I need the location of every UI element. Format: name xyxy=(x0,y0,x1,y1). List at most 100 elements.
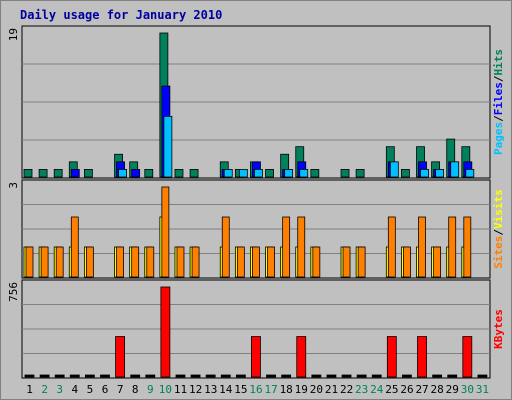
bar-sites-day-7 xyxy=(116,246,124,278)
bar-files-day-8 xyxy=(131,169,141,178)
x-tick-label-11: 11 xyxy=(174,383,187,396)
bar-kbytes-day-19 xyxy=(296,336,307,378)
bar-sites-day-9 xyxy=(146,246,155,278)
bar-kbytes-day-4 xyxy=(69,374,80,378)
x-tick-label-24: 24 xyxy=(370,383,384,396)
bar-kbytes-day-3 xyxy=(54,374,65,378)
bar-hits-day-26 xyxy=(401,169,410,178)
bar-hits-day-17 xyxy=(265,169,274,178)
x-tick-label-18: 18 xyxy=(280,383,293,396)
bar-kbytes-day-10 xyxy=(160,286,171,378)
bar-kbytes-day-18 xyxy=(281,374,292,378)
bar-hits-day-20 xyxy=(310,169,320,178)
bar-kbytes-day-7 xyxy=(115,336,125,378)
bar-kbytes-day-2 xyxy=(39,374,50,378)
panel-kbytes: 756 KBytes xyxy=(7,279,505,379)
bar-kbytes-day-25 xyxy=(386,336,397,378)
bar-sites-day-5 xyxy=(85,246,94,278)
x-tick-label-8: 8 xyxy=(132,383,139,396)
bar-hits-day-11 xyxy=(174,169,184,178)
bar-sites-day-14 xyxy=(221,216,230,278)
bar-pages-day-14 xyxy=(223,169,233,178)
y-max-label: 756 xyxy=(7,282,20,302)
bar-kbytes-day-12 xyxy=(190,374,201,378)
bar-sites-day-30 xyxy=(463,216,472,278)
bar-pages-day-29 xyxy=(450,161,460,178)
bar-kbytes-day-26 xyxy=(402,374,412,378)
chart-title: Daily usage for January 2010 xyxy=(20,8,222,22)
x-tick-label-15: 15 xyxy=(234,383,247,396)
x-tick-label-16: 16 xyxy=(249,383,262,396)
y-max-label: 19 xyxy=(7,28,20,41)
axis-label-part: Files xyxy=(492,82,505,115)
bar-sites-day-12 xyxy=(191,246,200,278)
bar-sites-day-23 xyxy=(357,246,366,278)
axis-label-kbytes: KBytes xyxy=(492,309,505,349)
bar-sites-day-11 xyxy=(176,246,185,278)
axis-label-hits-files-pages: Pages/Files/Hits xyxy=(492,49,505,155)
x-tick-label-4: 4 xyxy=(72,383,79,396)
panel-visits-sites: 3 Sites/Visits xyxy=(7,179,505,279)
x-tick-label-14: 14 xyxy=(219,383,233,396)
bar-kbytes-day-16 xyxy=(251,336,261,378)
bar-kbytes-day-24 xyxy=(371,374,382,378)
x-tick-label-23: 23 xyxy=(355,383,368,396)
x-tick-label-10: 10 xyxy=(159,383,172,396)
axis-label-visits-sites: Sites/Visits xyxy=(492,189,505,269)
bar-hits-day-23 xyxy=(355,169,365,178)
bar-kbytes-day-23 xyxy=(356,374,367,378)
x-tick-label-25: 25 xyxy=(385,383,398,396)
x-tick-label-17: 17 xyxy=(264,383,277,396)
x-tick-label-22: 22 xyxy=(340,383,353,396)
axis-label-part: Hits xyxy=(492,49,505,76)
bar-pages-day-27 xyxy=(420,169,429,178)
x-tick-label-28: 28 xyxy=(431,383,444,396)
x-tick-label-7: 7 xyxy=(117,383,124,396)
bar-pages-day-7 xyxy=(118,169,127,178)
x-tick-label-27: 27 xyxy=(415,383,428,396)
bar-kbytes-day-6 xyxy=(100,374,110,378)
bar-sites-day-2 xyxy=(40,246,49,278)
bar-pages-day-16 xyxy=(254,169,263,178)
x-tick-label-1: 1 xyxy=(26,383,33,396)
bar-kbytes-day-29 xyxy=(447,374,458,378)
x-tick-label-12: 12 xyxy=(189,383,202,396)
bar-hits-day-2 xyxy=(38,169,48,178)
bar-sites-day-20 xyxy=(312,246,321,278)
bar-sites-day-26 xyxy=(403,246,411,278)
bar-sites-day-17 xyxy=(267,246,275,278)
x-tick-label-3: 3 xyxy=(56,383,63,396)
x-tick-label-29: 29 xyxy=(446,383,459,396)
bar-kbytes-day-9 xyxy=(145,374,156,378)
x-tick-label-20: 20 xyxy=(310,383,323,396)
bar-kbytes-day-22 xyxy=(341,374,352,378)
x-tick-label-5: 5 xyxy=(87,383,94,396)
x-tick-label-2: 2 xyxy=(41,383,48,396)
bar-pages-day-15 xyxy=(238,169,248,178)
bar-kbytes-day-8 xyxy=(130,374,141,378)
bar-sites-day-3 xyxy=(55,246,64,278)
bar-pages-day-10 xyxy=(163,115,173,178)
bar-hits-day-12 xyxy=(189,169,199,178)
bar-sites-day-4 xyxy=(70,216,79,278)
bar-pages-day-30 xyxy=(465,169,475,178)
x-tick-label-21: 21 xyxy=(325,383,338,396)
x-tick-label-31: 31 xyxy=(476,383,489,396)
bar-kbytes-day-21 xyxy=(326,374,337,378)
x-tick-label-13: 13 xyxy=(204,383,217,396)
bar-kbytes-day-14 xyxy=(220,374,231,378)
bar-kbytes-day-30 xyxy=(462,336,473,378)
bar-kbytes-day-13 xyxy=(205,374,216,378)
axis-label-part: / xyxy=(492,229,505,236)
bar-sites-day-18 xyxy=(282,216,291,278)
bar-kbytes-day-20 xyxy=(311,374,322,378)
bar-kbytes-day-5 xyxy=(84,374,95,378)
axis-label-part: / xyxy=(492,115,505,122)
axis-label-part: KBytes xyxy=(492,309,505,349)
x-tick-label-19: 19 xyxy=(295,383,308,396)
bar-sites-day-8 xyxy=(131,246,140,278)
axis-label-part: Pages xyxy=(492,122,505,155)
